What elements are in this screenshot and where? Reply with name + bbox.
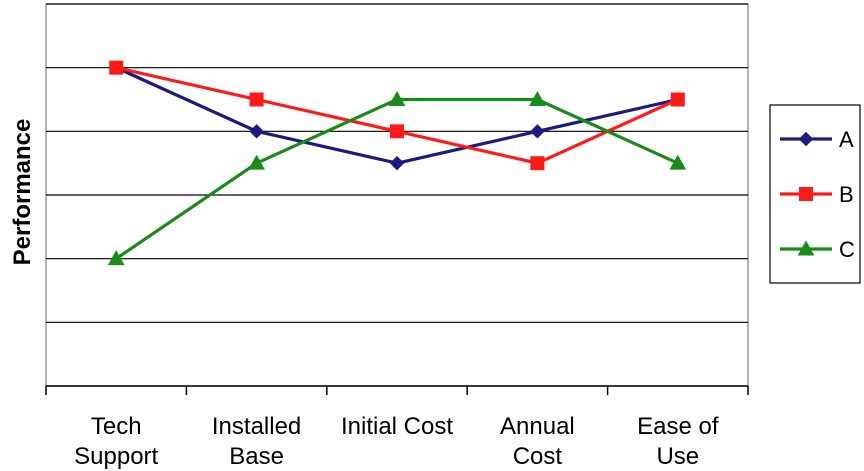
legend: A B C [769, 104, 861, 284]
series-b [109, 60, 685, 171]
data-point [669, 154, 687, 170]
legend-label: C [839, 237, 855, 262]
grid-lines [46, 3, 748, 323]
data-point [249, 124, 264, 139]
category-label: Ease of Use [637, 413, 719, 470]
data-point [248, 154, 265, 170]
category-label: Installed Base [212, 413, 301, 470]
legend-item: B [780, 182, 854, 207]
data-point [107, 250, 125, 266]
legend-label: B [839, 182, 854, 207]
data-point [530, 124, 545, 139]
x-axis [45, 385, 749, 395]
legend-marker [797, 240, 815, 256]
legend-item: C [780, 237, 855, 262]
data-point [670, 92, 685, 107]
data-point [389, 155, 405, 171]
category-label: Annual Cost [500, 413, 575, 470]
data-point [390, 124, 404, 139]
category-label: Initial Cost [341, 413, 453, 440]
category-labels: Tech Support Installed Base Initial Cost Annu… [74, 413, 719, 470]
y-axis-label: Performance [9, 119, 36, 266]
category-label: Tech Support [74, 413, 158, 470]
data-point [530, 156, 545, 171]
data-point [529, 90, 546, 106]
series-c [107, 90, 687, 266]
series-lines [107, 60, 687, 266]
data-point [388, 90, 406, 106]
legend-marker [798, 131, 814, 147]
legend-label: A [839, 127, 854, 152]
legend-marker [799, 187, 813, 201]
legend-item: A [780, 127, 854, 152]
data-point [249, 92, 264, 107]
data-point [109, 60, 124, 75]
